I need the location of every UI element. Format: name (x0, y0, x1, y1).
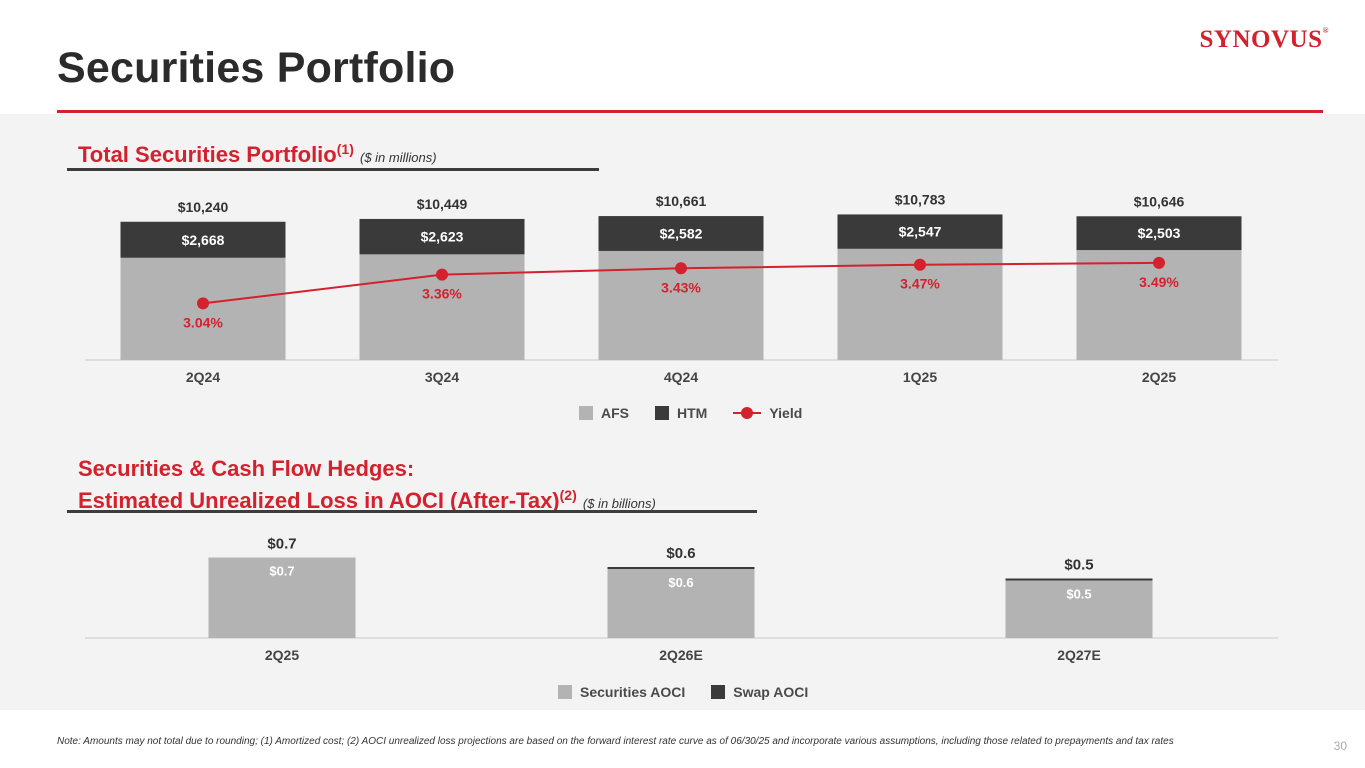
htm-value-label: $2,503 (1138, 225, 1181, 241)
htm-bar (837, 214, 1003, 249)
total-value-label: $10,449 (417, 196, 468, 212)
x-tick-label: 2Q27E (1057, 647, 1101, 663)
section2-title-line2: Estimated Unrealized Loss in AOCI (After… (78, 488, 560, 513)
swap-aoci-bar (1005, 578, 1153, 581)
yield-point (675, 262, 687, 275)
htm-value-label: $2,623 (421, 229, 464, 245)
synovus-logo: SYNOVUS® (1200, 26, 1329, 54)
htm-value-label: $2,547 (899, 224, 942, 240)
yield-point (436, 268, 448, 281)
x-tick-label: 3Q24 (425, 369, 459, 385)
securities-portfolio-chart: $2,668 $10,240 2Q24 $2,623 $10,449 3Q24 $2,582… (85, 195, 1278, 385)
swap-aoci-bar (607, 567, 755, 569)
yield-value-label: 3.43% (661, 279, 701, 295)
legend-item-securities-aoci: Securities AOCI (558, 684, 685, 700)
section2-rule (67, 510, 757, 513)
htm-bar (598, 216, 764, 251)
section1-rule (67, 168, 599, 171)
legend-item-yield: Yield (733, 405, 802, 421)
yield-point (914, 258, 926, 271)
htm-value-label: $2,668 (182, 232, 225, 248)
title-rule (57, 110, 1323, 113)
chart2-legend: Securities AOCI Swap AOCI (558, 684, 808, 700)
legend-securities-aoci-label: Securities AOCI (580, 684, 686, 700)
section1-title: Total Securities Portfolio(1) ($ in mill… (78, 136, 437, 171)
chart1-legend: AFS HTM Yield (579, 405, 802, 421)
total-value-label: $10,783 (895, 195, 946, 207)
page-number: 30 (1333, 739, 1347, 753)
yield-point (1153, 256, 1165, 269)
page-title: Securities Portfolio (57, 44, 456, 92)
htm-bar (120, 221, 286, 258)
legend-swap-aoci-label: Swap AOCI (733, 684, 809, 700)
securities-aoci-value-label: $0.7 (269, 564, 294, 579)
section1-subtitle: ($ in millions) (360, 150, 437, 165)
htm-swatch (655, 406, 669, 420)
section1-title-text: Total Securities Portfolio (78, 142, 337, 167)
yield-value-label: 3.36% (422, 286, 462, 302)
section2-title: Securities & Cash Flow Hedges: Estimated … (78, 456, 656, 517)
x-tick-label: 1Q25 (903, 369, 937, 385)
securities-aoci-bar (208, 557, 356, 638)
total-value-label: $10,240 (178, 199, 229, 215)
legend-item-afs: AFS (579, 405, 629, 421)
x-tick-label: 2Q26E (659, 647, 703, 663)
legend-item-swap-aoci: Swap AOCI (711, 684, 808, 700)
yield-swatch (733, 406, 762, 420)
securities-aoci-swatch (558, 685, 572, 699)
section2-subtitle: ($ in billions) (582, 496, 656, 511)
securities-aoci-value-label: $0.6 (668, 575, 693, 590)
securities-aoci-bar (607, 569, 755, 638)
legend-htm-label: HTM (677, 405, 708, 421)
htm-bar (359, 218, 525, 255)
yield-point (197, 297, 209, 310)
securities-aoci-bar (1005, 580, 1153, 638)
logo-text: SYNOVUS (1199, 26, 1323, 53)
total-value-label: $10,661 (656, 195, 707, 209)
x-tick-label: 2Q24 (186, 369, 220, 385)
total-value-label: $0.6 (666, 545, 695, 562)
htm-value-label: $2,582 (660, 226, 703, 242)
legend-afs-label: AFS (601, 405, 629, 421)
legend-yield-label: Yield (769, 405, 803, 421)
logo-registered-mark: ® (1322, 26, 1329, 35)
total-value-label: $10,646 (1134, 195, 1185, 209)
yield-value-label: 3.47% (900, 276, 940, 292)
x-tick-label: 2Q25 (265, 647, 299, 663)
swap-aoci-swatch (711, 685, 726, 699)
x-tick-label: 2Q25 (1142, 369, 1176, 385)
yield-value-label: 3.04% (183, 314, 223, 330)
footnote: Note: Amounts may not total due to round… (57, 736, 1174, 747)
section2-footnote-marker: (2) (559, 487, 577, 503)
yield-value-label: 3.49% (1139, 274, 1179, 290)
afs-swatch (579, 406, 593, 420)
total-value-label: $0.5 (1064, 557, 1093, 574)
section1-footnote-marker: (1) (336, 141, 354, 157)
total-value-label: $0.7 (267, 536, 296, 553)
legend-item-htm: HTM (655, 405, 707, 421)
section2-title-line1: Securities & Cash Flow Hedges: (78, 456, 415, 481)
securities-aoci-value-label: $0.5 (1066, 587, 1091, 602)
aoci-chart: $0.7 $0.7 2Q25 $0.6 $0.6 2Q26E $0.5 $0.5 2Q27E (85, 536, 1278, 663)
x-tick-label: 4Q24 (664, 369, 698, 385)
htm-bar (1076, 216, 1242, 251)
